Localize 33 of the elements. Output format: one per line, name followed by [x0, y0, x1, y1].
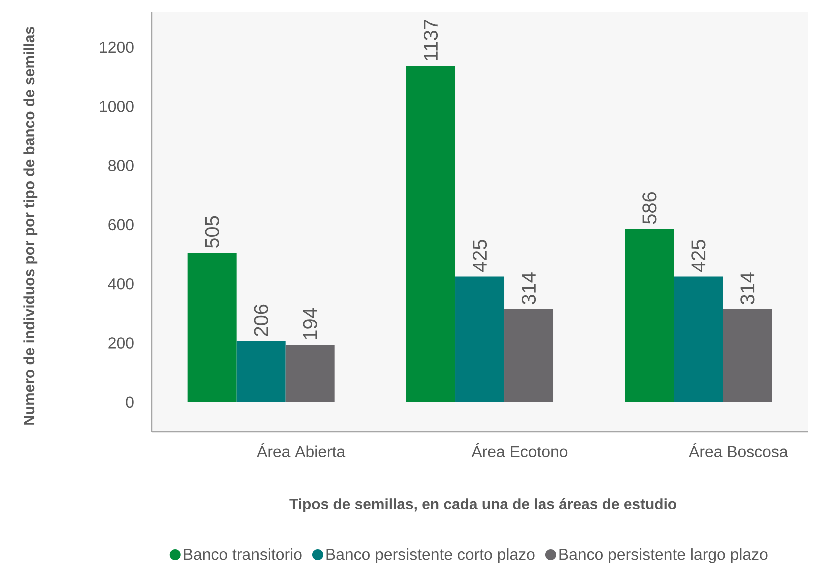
y-tick-label: 1200 — [100, 42, 134, 54]
y-tick-label: 400 — [108, 278, 134, 290]
bar — [674, 276, 724, 402]
bar — [406, 66, 456, 402]
y-tick-label: 1000 — [100, 100, 134, 112]
data-label: 586 — [642, 192, 657, 224]
x-tick-label: Área Ecotono — [472, 444, 568, 458]
bar — [504, 310, 554, 402]
bar — [625, 229, 674, 402]
legend-label: Banco persistente corto plazo — [326, 548, 535, 564]
y-tick-label: 800 — [108, 160, 134, 172]
y-tick-label: 600 — [108, 219, 134, 231]
legend-label: Banco persistente largo plazo — [560, 548, 768, 564]
data-label: 314 — [522, 272, 536, 305]
y-tick-label: 200 — [108, 338, 134, 349]
y-axis-title: Numero de individuos por por tipo de banco de semillas — [24, 27, 38, 425]
data-label: 425 — [692, 240, 706, 272]
bar — [723, 310, 772, 402]
x-tick-label: Área Abierta — [257, 444, 346, 458]
data-label: 505 — [205, 216, 220, 248]
y-tick-label: 0 — [126, 396, 134, 408]
x-tick-label: Área Boscosa — [689, 444, 788, 458]
bar — [236, 341, 286, 402]
bar — [286, 345, 335, 402]
legend-label: Banco transitorio — [184, 548, 302, 560]
data-label: 425 — [472, 240, 488, 272]
data-label: 194 — [303, 308, 318, 340]
bar — [456, 276, 505, 402]
bar — [188, 253, 237, 402]
data-label: 206 — [254, 304, 268, 336]
x-axis-title: Tipos de semillas, en cada una de las áreas de estudio — [290, 498, 676, 513]
data-label: 314 — [740, 272, 755, 305]
data-label: 1137 — [424, 20, 438, 60]
